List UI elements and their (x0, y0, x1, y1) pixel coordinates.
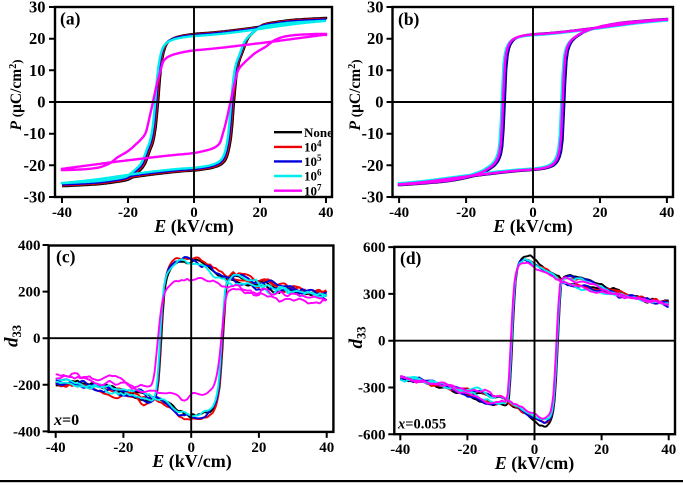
svg-text:-30: -30 (362, 188, 384, 207)
svg-text:-10: -10 (24, 124, 46, 143)
svg-text:-20: -20 (113, 440, 133, 456)
svg-text:-20: -20 (457, 442, 477, 458)
svg-text:-600: -600 (358, 427, 386, 443)
svg-text:20: 20 (593, 205, 608, 221)
svg-text:20: 20 (29, 29, 46, 48)
svg-text:30: 30 (29, 0, 46, 17)
svg-text:x=0.055: x=0.055 (397, 417, 446, 433)
svg-text:0: 0 (33, 331, 41, 347)
svg-text:-10: -10 (362, 124, 384, 143)
svg-text:E (kV/cm): E (kV/cm) (153, 216, 234, 237)
svg-text:40: 40 (319, 440, 334, 456)
svg-text:40: 40 (661, 442, 676, 458)
svg-text:0: 0 (187, 440, 195, 456)
svg-text:20: 20 (251, 440, 266, 456)
svg-text:-200: -200 (13, 378, 41, 394)
svg-text:40: 40 (319, 205, 334, 221)
svg-text:P (μC/cm2): P (μC/cm2) (8, 59, 25, 130)
svg-text:-400: -400 (13, 424, 41, 440)
svg-text:30: 30 (367, 0, 384, 17)
svg-text:E (kV/cm): E (kV/cm) (494, 453, 575, 474)
svg-text:-20: -20 (362, 156, 384, 175)
svg-text:d33: d33 (346, 327, 369, 349)
svg-text:300: 300 (363, 287, 386, 303)
svg-text:-40: -40 (52, 205, 72, 221)
svg-text:-20: -20 (24, 156, 46, 175)
svg-text:0: 0 (190, 205, 198, 221)
svg-text:-40: -40 (389, 205, 409, 221)
svg-text:0: 0 (531, 442, 539, 458)
svg-text:-40: -40 (46, 440, 66, 456)
svg-text:10: 10 (29, 61, 46, 80)
svg-text:-30: -30 (24, 188, 46, 207)
svg-text:(c): (c) (56, 247, 76, 267)
svg-text:10: 10 (367, 61, 384, 80)
svg-text:200: 200 (18, 285, 41, 301)
svg-text:-300: -300 (358, 381, 386, 397)
svg-text:0: 0 (378, 334, 386, 350)
svg-text:(d): (d) (400, 248, 422, 268)
svg-text:400: 400 (18, 238, 41, 254)
svg-text:-40: -40 (390, 442, 410, 458)
svg-text:None: None (304, 125, 333, 140)
svg-text:20: 20 (367, 29, 384, 48)
svg-text:-20: -20 (456, 205, 476, 221)
svg-text:0: 0 (37, 93, 45, 112)
svg-text:600: 600 (363, 240, 386, 256)
svg-text:20: 20 (253, 205, 268, 221)
svg-text:(b): (b) (398, 9, 420, 29)
svg-text:0: 0 (529, 205, 537, 221)
svg-text:d33: d33 (2, 325, 25, 347)
svg-text:0: 0 (375, 93, 383, 112)
svg-text:40: 40 (659, 205, 674, 221)
svg-text:P (μC/cm2): P (μC/cm2) (347, 59, 364, 130)
svg-text:20: 20 (594, 442, 609, 458)
svg-text:(a): (a) (60, 9, 81, 29)
svg-text:-20: -20 (118, 205, 138, 221)
svg-text:x=0: x=0 (53, 412, 79, 429)
svg-text:E (kV/cm): E (kV/cm) (492, 216, 573, 237)
svg-text:E (kV/cm): E (kV/cm) (151, 451, 232, 472)
